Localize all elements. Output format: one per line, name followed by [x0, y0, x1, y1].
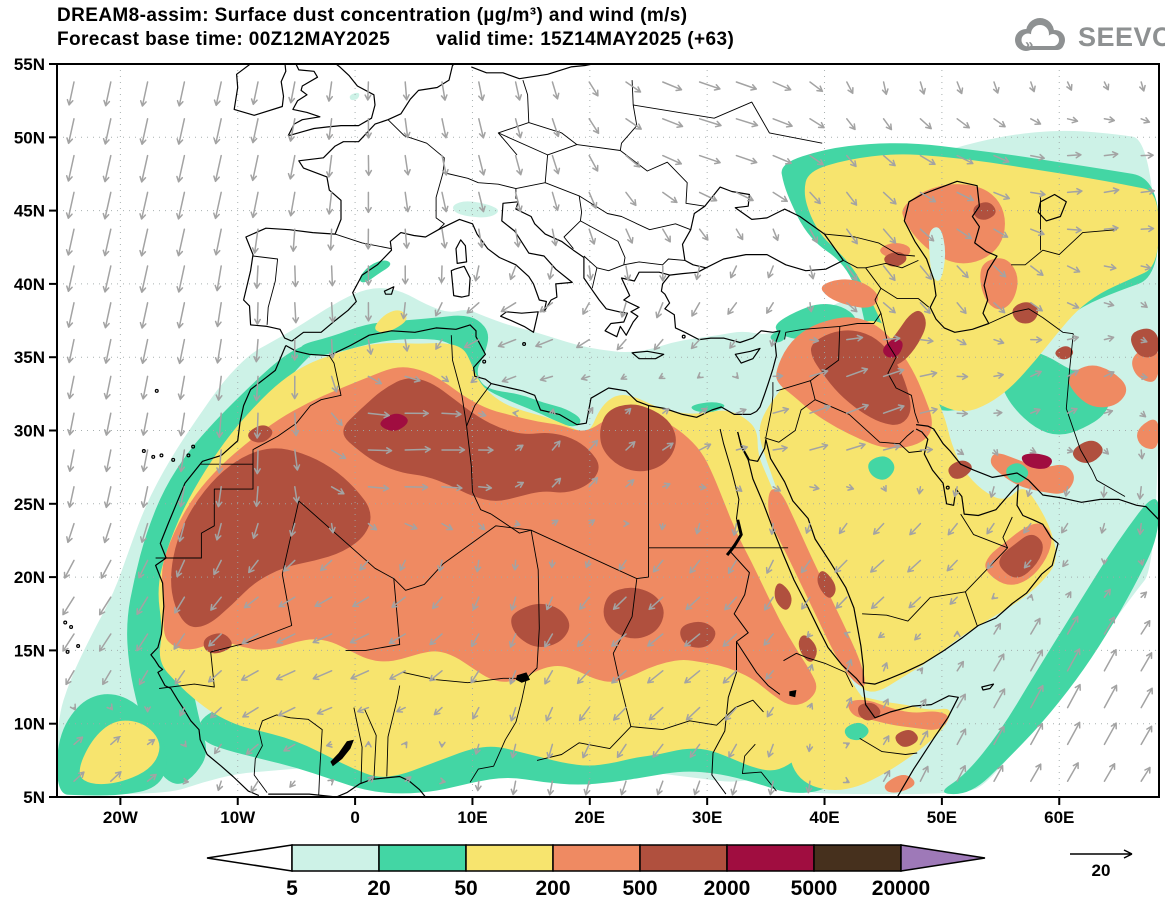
axis-labels: 20W 10W 0 10E 20E 30E 40E 50E 60E 5N 10N 15N 20N 25N 3… [14, 55, 1075, 827]
y-tick-label: 55N [14, 55, 45, 74]
x-tick-label: 40E [809, 808, 839, 827]
wind-ref-arrow [1070, 849, 1133, 859]
y-tick-label: 30N [14, 422, 45, 441]
chevrons-glyph: » [1025, 36, 1033, 53]
x-tick-label: 20E [575, 808, 605, 827]
colorbar-box [639, 844, 728, 872]
borders-layer [155, 79, 1126, 796]
colorbar: 5 20 50 200 500 2000 5000 20000 [206, 844, 986, 900]
y-tick-label: 45N [14, 202, 45, 221]
x-tick-label: 10E [457, 808, 487, 827]
colorbar-box [726, 844, 815, 872]
y-tick-label: 20N [14, 568, 45, 587]
colorbar-box [291, 844, 380, 872]
y-tick-label: 5N [23, 788, 45, 807]
y-tick-label: 40N [14, 275, 45, 294]
logo-text: SEEVCCC [1078, 22, 1165, 52]
dust-layer-overlay-yellow [79, 310, 407, 785]
wind-reference: 20 [1070, 849, 1133, 880]
x-tick-label: 60E [1044, 808, 1074, 827]
x-tick-label: 30E [692, 808, 722, 827]
dust-layer-overlay-teal [359, 260, 1029, 741]
wind-ref-label: 20 [1092, 861, 1111, 880]
seevccc-logo: » SEEVCCC [1008, 12, 1165, 60]
colorbar-box [552, 844, 641, 872]
colorbar-box [813, 844, 902, 872]
colorbar-label: 20000 [872, 877, 930, 900]
colorbar-box [378, 844, 467, 872]
y-tick-label: 50N [14, 128, 45, 147]
colorbar-under-arrow [206, 844, 293, 872]
colorbar-over-arrow [900, 844, 986, 872]
lakes-layer [330, 672, 797, 767]
colorbar-label: 200 [535, 877, 570, 900]
colorbar-box [465, 844, 554, 872]
rivers-layer [711, 428, 781, 795]
title-line-2: Forecast base time: 00Z12MAY2025 valid ti… [57, 29, 734, 51]
wind-arrows-layer [62, 81, 1156, 796]
colorbar-label: 50 [454, 877, 477, 900]
map-plot: 20W 10W 0 10E 20E 30E 40E 50E 60E 5N 10N 15N 20N 25N 3… [14, 55, 1160, 827]
title-line-1: DREAM8-assim: Surface dust concentration… [57, 5, 688, 26]
axis-ticks [49, 63, 1061, 805]
colorbar-label: 20 [367, 877, 390, 900]
x-tick-label: 0 [350, 808, 359, 827]
colorbar-label: 5000 [791, 877, 838, 900]
valid-time: valid time: 15Z14MAY2025 (+63) [436, 29, 735, 50]
gridlines-layer [57, 64, 1159, 797]
colorbar-label: 500 [622, 877, 657, 900]
x-tick-label: 50E [927, 808, 957, 827]
y-tick-label: 25N [14, 495, 45, 514]
y-tick-label: 10N [14, 715, 45, 734]
y-tick-label: 15N [14, 641, 45, 660]
y-tick-label: 35N [14, 348, 45, 367]
forecast-base-time: Forecast base time: 00Z12MAY2025 [57, 29, 391, 50]
colorbar-label: 2000 [704, 877, 751, 900]
colorbar-label: 5 [286, 877, 298, 900]
x-tick-label: 20W [103, 808, 139, 827]
x-tick-label: 10W [220, 808, 256, 827]
cloud-icon: » [1015, 18, 1065, 53]
